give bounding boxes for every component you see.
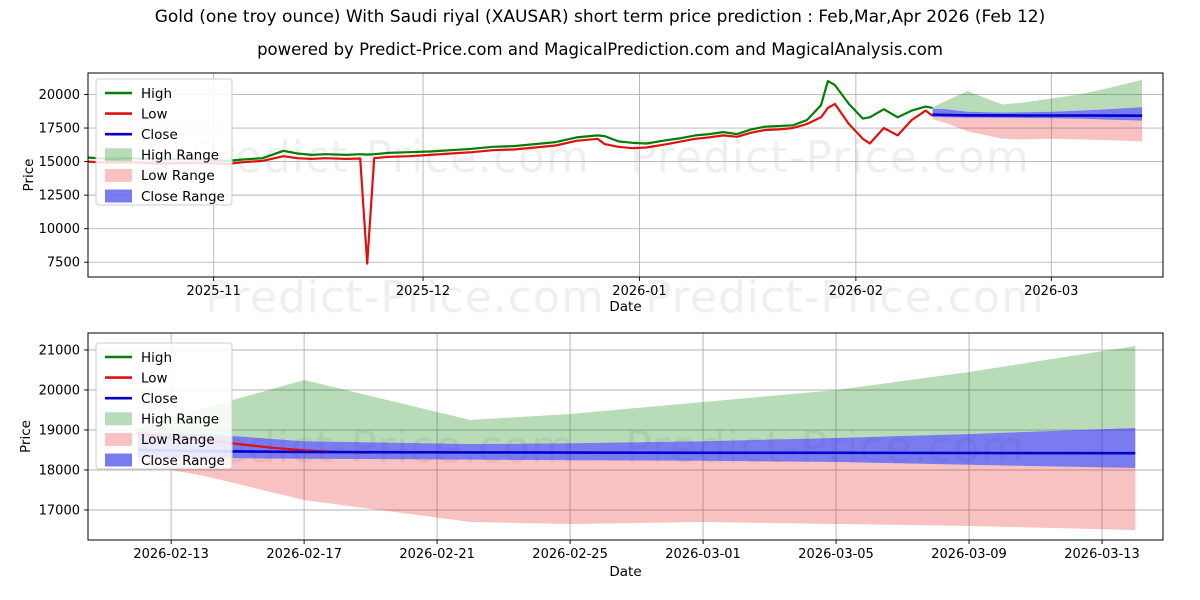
low-range-band [932, 117, 1143, 142]
watermark: Predict-Price.com Predict-Price.com Predic… [175, 132, 1045, 473]
svg-text:7500: 7500 [47, 256, 80, 271]
y-axis-label: Price [21, 159, 37, 192]
high-range-legend-swatch [105, 412, 132, 426]
svg-text:2026-03-05: 2026-03-05 [798, 547, 874, 562]
low-range-legend-swatch [105, 432, 132, 446]
high-line-series [88, 80, 933, 162]
svg-text:17000: 17000 [39, 504, 80, 519]
svg-text:2026-02-13: 2026-02-13 [133, 547, 209, 562]
gridlines [88, 73, 1163, 277]
svg-text:2026-02-25: 2026-02-25 [532, 547, 608, 562]
x-axis-label: Date [609, 299, 641, 315]
axis-ticks [84, 94, 1052, 281]
legend-item-label: Close Range [141, 189, 225, 205]
axis-ticks [84, 349, 1103, 544]
legend-item-label: High Range [141, 412, 219, 428]
legend: High Low Close High Range Low Range Close Ran… [95, 78, 233, 206]
legend-item-label: Low Range [141, 168, 215, 184]
y-axis-label: Price [18, 420, 34, 453]
low-range-band [137, 457, 1136, 530]
svg-text:Predict-Price.com: Predict-Price.com [645, 272, 1045, 323]
svg-text:2026-03: 2026-03 [1024, 284, 1078, 299]
close-range-legend-swatch [105, 189, 132, 203]
svg-text:20000: 20000 [39, 384, 80, 399]
x-axis-label: Date [609, 564, 641, 580]
svg-text:12500: 12500 [39, 189, 80, 204]
close-line-series [932, 113, 1143, 117]
svg-text:10000: 10000 [39, 222, 80, 237]
high-range-band [137, 346, 1136, 444]
svg-text:2026-02-17: 2026-02-17 [266, 547, 342, 562]
svg-text:19000: 19000 [39, 424, 80, 439]
low-line-series [88, 102, 934, 265]
svg-text:2026-03-13: 2026-03-13 [1064, 547, 1140, 562]
gridlines [88, 333, 1163, 540]
legend-item-label: Low [141, 370, 168, 386]
high-range-legend-swatch [105, 148, 132, 162]
svg-text:18000: 18000 [39, 464, 80, 479]
close-range-band [137, 428, 1136, 468]
legend-item-label: High [141, 350, 172, 366]
svg-text:2026-01: 2026-01 [612, 284, 666, 299]
svg-text:17500: 17500 [39, 122, 80, 137]
historical-and-forecast-chart: 2025-11 2025-12 2026-01 2026-02 2026-03 7500 1… [21, 72, 1164, 315]
svg-text:2025-11: 2025-11 [186, 284, 240, 299]
legend-item-label: Low Range [141, 432, 215, 448]
svg-text:2026-02: 2026-02 [829, 284, 883, 299]
legend-item-label: Close [141, 127, 178, 143]
close-range-legend-swatch [105, 453, 132, 467]
legend-item-label: High [141, 86, 172, 102]
svg-text:2026-02-21: 2026-02-21 [399, 547, 475, 562]
legend-item-label: Close [141, 391, 178, 407]
low-range-legend-swatch [105, 168, 132, 182]
plot-frame [87, 332, 1164, 541]
legend-item-label: Close Range [141, 453, 225, 469]
svg-text:15000: 15000 [39, 155, 80, 170]
chart-subtitle: powered by Predict-Price.com and Magical… [257, 40, 943, 59]
forecast-zoom-chart: 2026-02-13 2026-02-17 2026-02-21 2026-02-25… [18, 332, 1164, 580]
plot-frame [87, 72, 1164, 278]
svg-text:20000: 20000 [39, 88, 80, 103]
close-range-band [932, 107, 1143, 121]
svg-text:2026-03-09: 2026-03-09 [931, 547, 1007, 562]
tick-labels: 2025-11 2025-12 2026-01 2026-02 2026-03 7500 1… [39, 88, 1079, 299]
legend-item-label: High Range [141, 148, 219, 164]
svg-text:Predict-Price.com: Predict-Price.com [205, 272, 605, 323]
svg-text:Predict-Price.com: Predict-Price.com [630, 132, 1030, 183]
legend: High Low Close High Range Low Range Close Ran… [95, 342, 233, 470]
tick-labels: 2026-02-13 2026-02-17 2026-02-21 2026-02-25… [39, 344, 1140, 563]
close-line-series [137, 448, 1136, 455]
chart-title: Gold (one troy ounce) With Saudi riyal (… [154, 7, 1046, 27]
legend-item-label: Low [141, 106, 168, 122]
high-range-band [932, 79, 1143, 113]
svg-text:2026-03-01: 2026-03-01 [665, 547, 741, 562]
svg-text:21000: 21000 [39, 344, 80, 359]
svg-text:2025-12: 2025-12 [396, 284, 450, 299]
